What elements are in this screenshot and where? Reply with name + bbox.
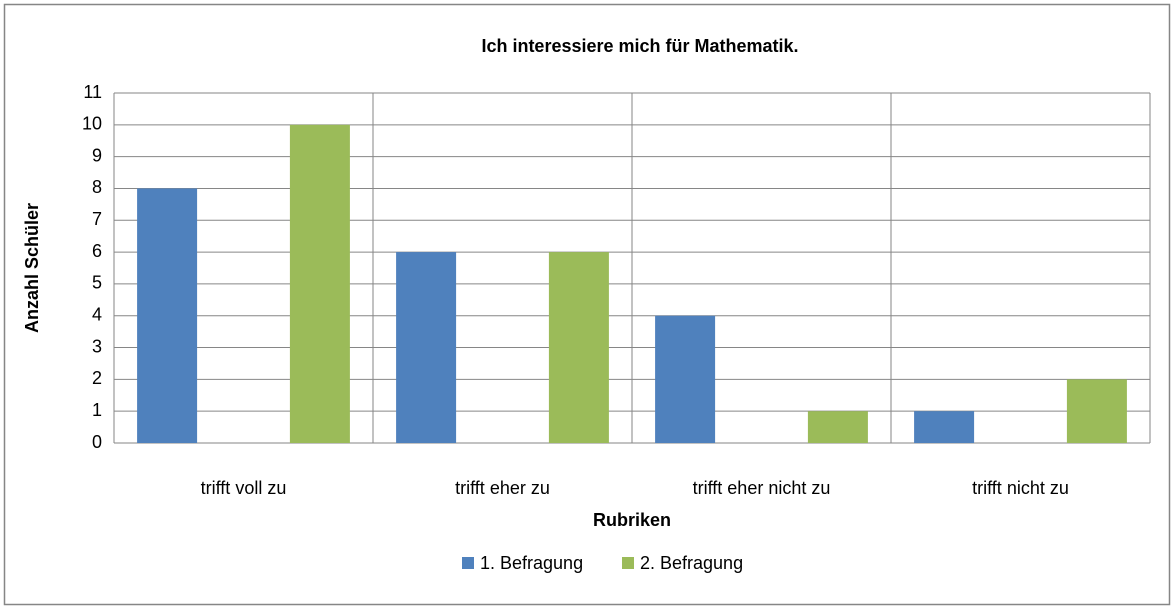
- y-tick-label: 0: [92, 432, 102, 452]
- chart-title: Ich interessiere mich für Mathematik.: [481, 36, 798, 56]
- bar: [807, 411, 868, 443]
- legend-swatch: [462, 557, 474, 569]
- legend-swatch: [622, 557, 634, 569]
- x-tick-label: trifft eher nicht zu: [693, 478, 831, 498]
- bar: [289, 124, 350, 444]
- y-tick-label: 1: [92, 400, 102, 420]
- y-tick-label: 10: [82, 114, 102, 134]
- bar: [137, 188, 198, 443]
- bar: [655, 315, 716, 443]
- x-tick-label: trifft nicht zu: [972, 478, 1069, 498]
- x-tick-label: trifft eher zu: [455, 478, 550, 498]
- bar: [914, 411, 975, 443]
- y-tick-label: 3: [92, 336, 102, 356]
- y-tick-label: 9: [92, 145, 102, 165]
- y-tick-label: 11: [83, 82, 102, 102]
- x-tick-label: trifft voll zu: [201, 478, 287, 498]
- y-tick-label: 4: [92, 304, 102, 324]
- x-axis-label: Rubriken: [593, 510, 671, 530]
- legend-label: 2. Befragung: [640, 553, 743, 573]
- bar: [1066, 379, 1127, 443]
- y-tick-label: 5: [92, 273, 102, 293]
- y-axis-label: Anzahl Schüler: [22, 203, 42, 333]
- legend-label: 1. Befragung: [480, 553, 583, 573]
- y-tick-label: 7: [92, 209, 102, 229]
- y-tick-label: 6: [92, 241, 102, 261]
- bar: [548, 252, 609, 443]
- y-tick-label: 2: [92, 368, 102, 388]
- y-tick-label: 8: [92, 177, 102, 197]
- bar: [396, 252, 457, 443]
